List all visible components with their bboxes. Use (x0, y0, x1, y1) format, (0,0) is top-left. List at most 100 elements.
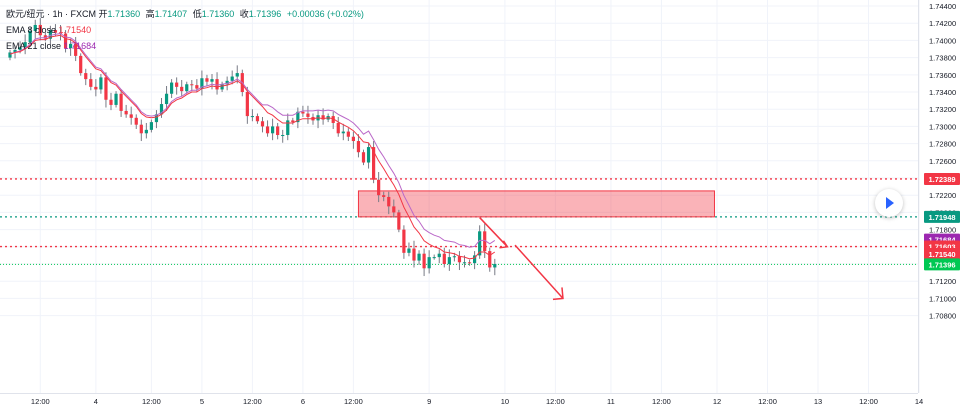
candle-body (346, 131, 350, 137)
symbol-label[interactable]: 欧元/纽元 · 1h · FXCM (6, 9, 97, 19)
open-value: 1.71360 (107, 9, 141, 19)
x-tick-label: 12:00 (243, 397, 262, 406)
candle (79, 53, 83, 76)
candle (139, 119, 143, 142)
candle-body (185, 84, 189, 92)
candle-body (139, 124, 143, 134)
ema8-line (9, 34, 496, 260)
price-badge-box (924, 258, 960, 271)
candle-body (271, 126, 275, 134)
candle (210, 73, 214, 90)
candle-body (134, 117, 138, 125)
candle (200, 70, 204, 96)
candle (422, 248, 426, 277)
candle-body (205, 78, 209, 82)
candle-body (417, 253, 421, 261)
price-badge: 1.71948 (924, 210, 960, 223)
candle-body (478, 231, 482, 256)
candle (442, 247, 446, 268)
candle (361, 149, 366, 166)
price-badge-text: 1.72389 (928, 175, 955, 184)
y-tick-label: 1.72600 (929, 157, 956, 166)
price-badge: 1.71396 (924, 258, 960, 271)
candle-body (13, 49, 17, 53)
candle (8, 49, 12, 61)
candle (185, 81, 189, 94)
candle (387, 191, 391, 215)
candle (69, 38, 73, 56)
ema21-legend-value: 1.71684 (63, 41, 97, 51)
candle-body (149, 122, 153, 130)
candle-body (341, 131, 345, 134)
candle (190, 79, 194, 92)
candle (473, 251, 477, 270)
candle (437, 249, 441, 264)
projection-arrow-short[interactable] (479, 217, 508, 248)
candle-body (114, 93, 118, 105)
candle-body (164, 93, 169, 105)
candle-body (366, 147, 371, 163)
high-label: 高 (145, 9, 155, 19)
candle (33, 19, 37, 39)
candle (377, 171, 381, 203)
candle (488, 247, 492, 272)
projection-arrow-long[interactable] (514, 244, 564, 299)
candle-body (452, 256, 456, 258)
candle (407, 242, 411, 257)
x-tick-label: 6 (301, 397, 305, 406)
candle-body (53, 30, 58, 33)
candle-body (159, 104, 164, 115)
candle (154, 110, 159, 129)
candle-body (33, 24, 37, 31)
candle-body (432, 257, 436, 259)
candle-body (8, 52, 12, 58)
candle-body (467, 262, 472, 264)
ema8-legend-value: 1.71540 (58, 25, 92, 35)
candle (281, 129, 285, 143)
candle-body (200, 78, 204, 89)
candle-body (306, 113, 310, 117)
candle-body (321, 115, 325, 120)
price-badge-text: 1.71396 (928, 260, 955, 269)
candle (346, 128, 350, 142)
candle-body (99, 77, 103, 90)
y-tick-label: 1.72200 (929, 191, 956, 200)
candle (215, 72, 219, 95)
supply-zone-rectangle[interactable] (357, 190, 715, 218)
ema21-legend-label: EMA 21 close (6, 41, 62, 51)
y-tick-label: 1.73000 (929, 122, 956, 131)
ema21-legend[interactable]: EMA 21 close 1.71684 (6, 38, 367, 54)
low-value: 1.71360 (201, 9, 235, 19)
candle-body (245, 92, 249, 117)
symbol-ohlc-line: 欧元/纽元 · 1h · FXCM 开1.71360 高1.71407 低1.7… (6, 6, 367, 22)
candle (493, 258, 497, 276)
y-tick-label: 1.70800 (929, 312, 956, 321)
ema8-legend[interactable]: EMA 8 close 1.71540 (6, 22, 367, 38)
x-tick-label: 12:00 (546, 397, 565, 406)
candle (149, 119, 153, 133)
candles (8, 18, 497, 277)
candle (63, 30, 68, 53)
price-badges: 1.72389 1.71948 1.716841.716031.715401.713… (924, 172, 960, 271)
candle-body (104, 77, 108, 100)
candle (99, 73, 103, 94)
replay-play-button[interactable] (875, 189, 903, 217)
projection-arrows[interactable] (479, 217, 564, 301)
candle (478, 225, 482, 259)
candle-body (301, 111, 305, 114)
candle (402, 225, 406, 259)
y-tick-label: 1.73400 (929, 88, 956, 97)
y-tick-label: 1.71200 (929, 277, 956, 286)
candle (144, 122, 148, 139)
candle (366, 142, 371, 169)
x-tick-label: 12:00 (142, 397, 161, 406)
candle (109, 92, 113, 111)
y-tick-label: 1.74000 (929, 36, 956, 45)
candle (341, 123, 345, 141)
candle-body (442, 253, 446, 265)
open-label: 开 (98, 9, 108, 19)
candle-body (18, 47, 22, 50)
candle-body (286, 120, 290, 136)
